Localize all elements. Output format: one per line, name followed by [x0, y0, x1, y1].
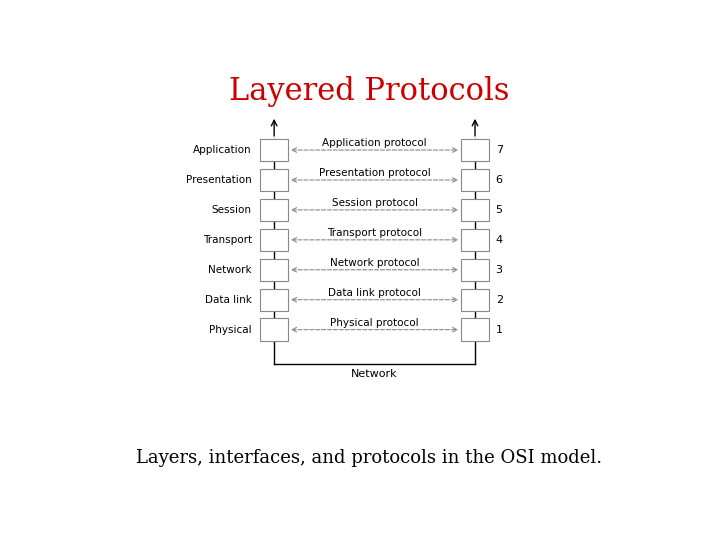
- Text: Network: Network: [208, 265, 252, 275]
- Bar: [461, 168, 489, 191]
- Bar: [461, 228, 489, 251]
- Text: Application protocol: Application protocol: [323, 138, 427, 148]
- Text: 1: 1: [495, 325, 503, 335]
- Bar: [461, 259, 489, 281]
- Text: 3: 3: [495, 265, 503, 275]
- Text: 5: 5: [495, 205, 503, 215]
- Bar: [260, 319, 288, 341]
- Text: 2: 2: [495, 295, 503, 305]
- Bar: [461, 288, 489, 311]
- Text: Layers, interfaces, and protocols in the OSI model.: Layers, interfaces, and protocols in the…: [136, 449, 602, 467]
- Text: 4: 4: [495, 235, 503, 245]
- Text: 6: 6: [495, 175, 503, 185]
- Text: Network protocol: Network protocol: [330, 258, 419, 268]
- Text: Physical: Physical: [210, 325, 252, 335]
- Text: 7: 7: [495, 145, 503, 155]
- Text: Data link protocol: Data link protocol: [328, 288, 421, 298]
- Bar: [461, 199, 489, 221]
- Text: Transport: Transport: [203, 235, 252, 245]
- Bar: [260, 228, 288, 251]
- Text: Session: Session: [212, 205, 252, 215]
- Bar: [260, 139, 288, 161]
- Text: Layered Protocols: Layered Protocols: [229, 76, 509, 107]
- Text: Data link: Data link: [205, 295, 252, 305]
- Text: Presentation: Presentation: [186, 175, 252, 185]
- Text: Session protocol: Session protocol: [332, 198, 418, 208]
- Bar: [260, 199, 288, 221]
- Bar: [260, 259, 288, 281]
- Bar: [461, 319, 489, 341]
- Bar: [461, 139, 489, 161]
- Bar: [260, 288, 288, 311]
- Text: Transport protocol: Transport protocol: [327, 228, 422, 238]
- Text: Network: Network: [351, 369, 398, 379]
- Text: Physical protocol: Physical protocol: [330, 318, 419, 328]
- Bar: [260, 168, 288, 191]
- Text: Presentation protocol: Presentation protocol: [319, 168, 431, 178]
- Text: Application: Application: [193, 145, 252, 155]
